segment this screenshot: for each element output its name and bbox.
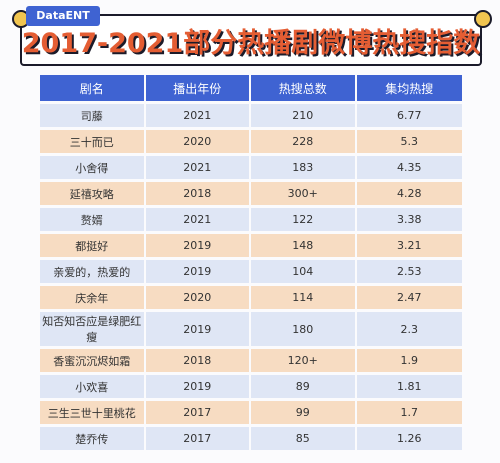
table-row: 庆余年 2020 114 2.47: [40, 286, 462, 309]
table-row: 知否知否应是绿肥红瘦 2019 180 2.3: [40, 312, 462, 346]
cell-year: 2020: [145, 286, 251, 309]
cell-total: 99: [251, 401, 357, 424]
cell-year: 2019: [145, 375, 251, 398]
table-row: 延禧攻略 2018 300+ 4.28: [40, 182, 462, 205]
table-row: 三十而已 2020 228 5.3: [40, 130, 462, 153]
cell-average: 1.26: [356, 427, 462, 450]
page-title: 2017-2021部分热播剧微博热搜指数: [21, 27, 481, 59]
cell-total: 85: [251, 427, 357, 450]
brand-badge: DataENT: [26, 6, 100, 26]
cell-year: 2020: [145, 130, 251, 153]
cell-average: 1.81: [356, 375, 462, 398]
cell-average: 1.9: [356, 349, 462, 372]
cell-total: 210: [251, 104, 357, 127]
cell-drama: 三生三世十里桃花: [40, 401, 146, 424]
table-row: 三生三世十里桃花 2017 99 1.7: [40, 401, 462, 424]
cell-year: 2018: [145, 349, 251, 372]
cell-year: 2019: [145, 260, 251, 283]
cell-total: 180: [251, 312, 357, 346]
cell-year: 2019: [145, 234, 251, 257]
table-row: 小舍得 2021 183 4.35: [40, 156, 462, 179]
cell-drama: 三十而已: [40, 130, 146, 153]
cell-drama: 香蜜沉沉烬如霜: [40, 349, 146, 372]
cell-drama: 小舍得: [40, 156, 146, 179]
cell-year: 2018: [145, 182, 251, 205]
cell-drama: 亲爱的，热爱的: [40, 260, 146, 283]
cell-drama: 楚乔传: [40, 427, 146, 450]
header-average: 集均热搜: [356, 75, 462, 101]
cell-total: 89: [251, 375, 357, 398]
title-banner: 2017-2021部分热播剧微博热搜指数: [20, 14, 482, 66]
corner-dot-right: [474, 10, 492, 28]
table-header-row: 剧名 播出年份 热搜总数 集均热搜: [40, 75, 462, 101]
cell-average: 4.35: [356, 156, 462, 179]
cell-drama: 庆余年: [40, 286, 146, 309]
cell-average: 1.7: [356, 401, 462, 424]
cell-total: 183: [251, 156, 357, 179]
cell-drama: 赘婿: [40, 208, 146, 231]
cell-drama: 延禧攻略: [40, 182, 146, 205]
cell-total: 148: [251, 234, 357, 257]
cell-drama: 司藤: [40, 104, 146, 127]
table-row: 赘婿 2021 122 3.38: [40, 208, 462, 231]
cell-total: 122: [251, 208, 357, 231]
table-row: 都挺好 2019 148 3.21: [40, 234, 462, 257]
cell-drama: 小欢喜: [40, 375, 146, 398]
cell-year: 2017: [145, 401, 251, 424]
cell-average: 3.21: [356, 234, 462, 257]
cell-average: 2.53: [356, 260, 462, 283]
header-drama: 剧名: [40, 75, 146, 101]
cell-year: 2017: [145, 427, 251, 450]
table-row: 小欢喜 2019 89 1.81: [40, 375, 462, 398]
cell-total: 300+: [251, 182, 357, 205]
cell-average: 2.3: [356, 312, 462, 346]
cell-average: 3.38: [356, 208, 462, 231]
cell-year: 2021: [145, 208, 251, 231]
table-row: 司藤 2021 210 6.77: [40, 104, 462, 127]
table-row: 香蜜沉沉烬如霜 2018 120+ 1.9: [40, 349, 462, 372]
cell-average: 6.77: [356, 104, 462, 127]
data-table: 剧名 播出年份 热搜总数 集均热搜 司藤 2021 210 6.77 三十而已 2020 2…: [40, 72, 462, 453]
cell-average: 4.28: [356, 182, 462, 205]
header-year: 播出年份: [145, 75, 251, 101]
cell-total: 120+: [251, 349, 357, 372]
data-table-container: 剧名 播出年份 热搜总数 集均热搜 司藤 2021 210 6.77 三十而已 2020 2…: [40, 72, 462, 454]
cell-total: 104: [251, 260, 357, 283]
cell-average: 2.47: [356, 286, 462, 309]
cell-year: 2021: [145, 156, 251, 179]
cell-year: 2021: [145, 104, 251, 127]
cell-year: 2019: [145, 312, 251, 346]
cell-average: 5.3: [356, 130, 462, 153]
cell-total: 228: [251, 130, 357, 153]
table-row: 亲爱的，热爱的 2019 104 2.53: [40, 260, 462, 283]
table-row: 楚乔传 2017 85 1.26: [40, 427, 462, 450]
header-total: 热搜总数: [251, 75, 357, 101]
cell-drama: 都挺好: [40, 234, 146, 257]
cell-drama: 知否知否应是绿肥红瘦: [40, 312, 146, 346]
cell-total: 114: [251, 286, 357, 309]
